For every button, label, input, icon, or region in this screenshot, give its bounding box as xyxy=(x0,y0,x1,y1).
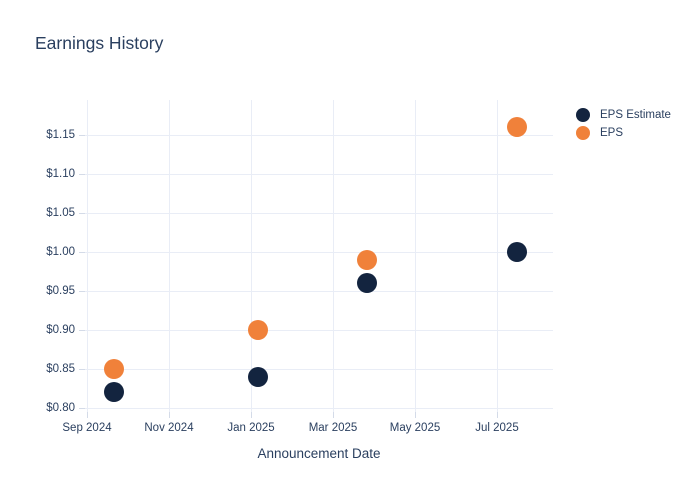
legend-item-eps-estimate[interactable]: EPS Estimate xyxy=(576,106,671,124)
y-tick-label: $0.80 xyxy=(46,402,75,414)
y-tick-label: $1.05 xyxy=(46,206,75,219)
data-point-eps-estimate[interactable] xyxy=(356,273,377,294)
data-point-eps[interactable] xyxy=(247,319,268,340)
data-point-eps-estimate[interactable] xyxy=(507,241,528,262)
y-gridline xyxy=(85,173,553,175)
x-tick-mark xyxy=(333,412,334,418)
x-gridline xyxy=(87,100,88,412)
y-gridline xyxy=(85,134,553,136)
y-tick-mark xyxy=(79,329,85,331)
x-gridline xyxy=(333,100,334,412)
y-tick-label: $0.90 xyxy=(46,323,75,336)
y-gridline xyxy=(85,290,553,292)
y-tick-label: $1.15 xyxy=(46,128,75,141)
x-axis-title: Announcement Date xyxy=(257,446,381,461)
legend-swatch-circle-icon xyxy=(576,108,590,122)
x-tick-label: Jan 2025 xyxy=(227,422,275,434)
y-gridline xyxy=(85,212,553,214)
x-tick-mark xyxy=(251,412,252,418)
y-gridline xyxy=(85,251,553,253)
y-tick-label: $0.95 xyxy=(46,284,75,297)
x-tick-mark xyxy=(415,412,416,418)
x-tick-label: Nov 2024 xyxy=(144,422,194,434)
y-gridline xyxy=(85,329,553,331)
y-tick-label: $1.10 xyxy=(46,167,75,180)
y-tick-mark xyxy=(79,290,85,292)
legend-label: EPS xyxy=(600,127,624,139)
x-tick-label: May 2025 xyxy=(389,422,441,434)
legend-swatch-circle-icon xyxy=(576,126,590,140)
y-tick-mark xyxy=(79,251,85,253)
y-tick-mark xyxy=(79,408,85,409)
y-gridline xyxy=(85,368,553,370)
y-tick-mark xyxy=(79,173,85,175)
x-gridline xyxy=(169,100,170,412)
x-gridline xyxy=(415,100,416,412)
data-point-eps[interactable] xyxy=(103,358,124,379)
data-point-eps[interactable] xyxy=(356,249,377,270)
chart-title: Earnings History xyxy=(35,33,164,53)
x-tick-label: Mar 2025 xyxy=(308,422,358,434)
data-point-eps-estimate[interactable] xyxy=(103,382,124,403)
x-gridline xyxy=(251,100,252,412)
legend-item-eps[interactable]: EPS xyxy=(576,124,671,142)
x-tick-mark xyxy=(87,412,88,418)
y-tick-mark xyxy=(79,212,85,214)
y-gridline xyxy=(85,408,553,409)
x-tick-label: Jul 2025 xyxy=(475,422,519,434)
data-point-eps[interactable] xyxy=(507,116,528,137)
x-tick-mark xyxy=(497,412,498,418)
y-tick-mark xyxy=(79,368,85,370)
y-tick-label: $0.85 xyxy=(46,362,75,375)
x-tick-mark xyxy=(169,412,170,418)
y-tick-label: $1.00 xyxy=(46,245,75,258)
legend: EPS Estimate EPS xyxy=(576,106,671,142)
x-tick-label: Sep 2024 xyxy=(62,422,112,434)
y-tick-mark xyxy=(79,134,85,136)
data-point-eps-estimate[interactable] xyxy=(247,366,268,387)
legend-label: EPS Estimate xyxy=(600,109,671,121)
x-gridline xyxy=(497,100,498,412)
